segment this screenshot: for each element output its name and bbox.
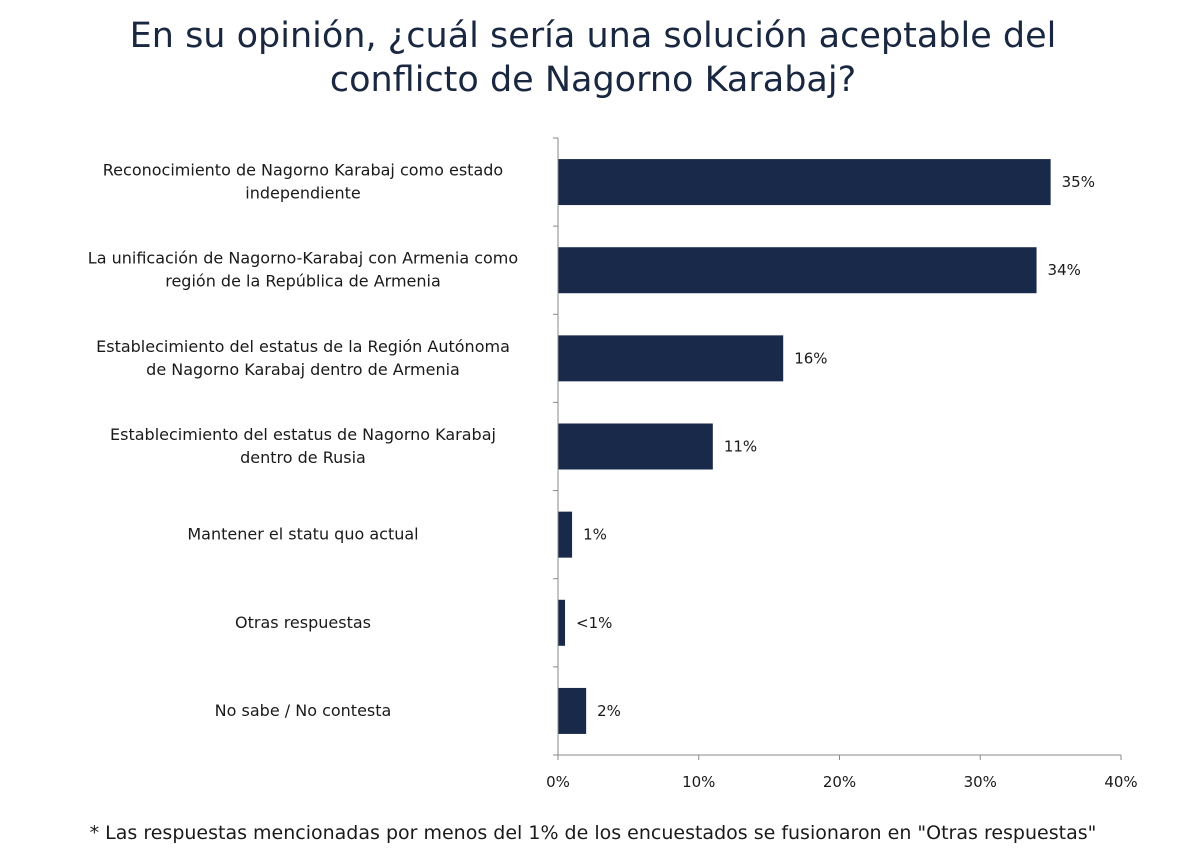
value-label: 34% (1048, 261, 1081, 279)
category-label: Establecimiento del estatus de la Región… (96, 337, 510, 379)
footnote: * Las respuestas mencionadas por menos d… (89, 822, 1097, 844)
bar (558, 247, 1037, 294)
value-label: 2% (597, 702, 621, 720)
bar (558, 687, 587, 734)
x-tick-label: 10% (682, 773, 715, 791)
category-label-line: Reconocimiento de Nagorno Karabaj como e… (103, 161, 503, 180)
category-label: Otras respuestas (235, 613, 371, 632)
category-label-line: Otras respuestas (235, 613, 371, 632)
x-tick-label: 20% (823, 773, 856, 791)
value-label: 16% (794, 349, 827, 367)
bar (558, 159, 1051, 206)
chart-title-line-2: conflicto de Nagorno Karabaj? (329, 60, 857, 100)
category-label: Mantener el statu quo actual (187, 525, 418, 544)
x-tick-label: 0% (546, 773, 570, 791)
value-label: 35% (1062, 173, 1095, 191)
bar (558, 511, 573, 558)
category-label-line: dentro de Rusia (240, 448, 366, 467)
category-label-line: No sabe / No contesta (215, 701, 392, 720)
category-label-line: Establecimiento del estatus de la Región… (96, 337, 510, 356)
category-label: No sabe / No contesta (215, 701, 392, 720)
category-label-line: región de la República de Armenia (165, 272, 441, 291)
category-label-line: Mantener el statu quo actual (187, 525, 418, 544)
bar (558, 423, 713, 470)
value-label: 11% (724, 438, 757, 456)
chart-title-line-1: En su opinión, ¿cuál sería una solución … (129, 16, 1057, 56)
category-label: Reconocimiento de Nagorno Karabaj como e… (103, 161, 503, 203)
bar (558, 335, 784, 382)
value-label: 1% (583, 526, 607, 544)
x-tick-label: 40% (1104, 773, 1137, 791)
category-label: La unificación de Nagorno-Karabaj con Ar… (88, 249, 518, 291)
category-label-line: La unificación de Nagorno-Karabaj con Ar… (88, 249, 518, 268)
value-label: <1% (576, 614, 612, 632)
category-label-line: Establecimiento del estatus de Nagorno K… (110, 425, 496, 444)
category-label-line: de Nagorno Karabaj dentro de Armenia (146, 360, 460, 379)
category-label-line: independiente (245, 184, 360, 203)
chart-title: En su opinión, ¿cuál sería una solución … (0, 14, 1186, 102)
x-tick-label: 30% (964, 773, 997, 791)
category-label: Establecimiento del estatus de Nagorno K… (110, 425, 496, 467)
bar (558, 599, 566, 646)
